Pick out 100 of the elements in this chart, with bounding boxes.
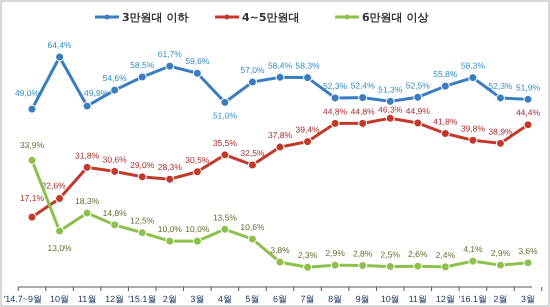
legend-label: 6만원대 이상 xyxy=(362,11,428,24)
data-label: 13,0% xyxy=(48,242,72,253)
point xyxy=(192,167,202,176)
data-label: 52,5% xyxy=(406,80,430,90)
x-tick-label: 3월 xyxy=(190,294,204,304)
x-tick-label: 5월 xyxy=(245,294,260,304)
x-tick-label: 9월 xyxy=(356,294,370,304)
data-label: 12,5% xyxy=(130,216,155,226)
data-label: 57,0% xyxy=(240,65,265,76)
data-label: 2,3% xyxy=(298,250,318,260)
data-label: 10,6% xyxy=(240,222,265,232)
data-label: 52,4% xyxy=(350,80,376,91)
legend-label: 3만원대 이하 xyxy=(122,11,188,24)
x-tick-label: 11월 xyxy=(78,294,96,304)
point xyxy=(413,262,422,271)
data-label: 52,3% xyxy=(323,80,348,91)
data-label: 17,1% xyxy=(20,193,44,204)
data-label: 51,9% xyxy=(516,82,540,92)
data-label: 37,8% xyxy=(268,130,292,140)
data-label: 44,8% xyxy=(323,106,348,116)
point xyxy=(192,68,202,78)
x-tick-label: 2월 xyxy=(162,294,177,304)
point xyxy=(220,98,230,107)
data-label: 2,5% xyxy=(380,250,400,260)
data-label: 33,9% xyxy=(20,140,44,150)
data-label: 30,6% xyxy=(102,154,128,164)
data-label: 18,3% xyxy=(75,196,100,206)
data-label: 49,0% xyxy=(14,88,40,98)
data-label: 2,9% xyxy=(490,248,511,258)
data-label: 28,3% xyxy=(158,162,182,172)
data-label: 32,5% xyxy=(240,148,265,158)
data-label: 59,6% xyxy=(185,56,210,66)
x-tick-label: 12월 xyxy=(436,294,455,304)
point xyxy=(386,114,395,123)
x-tick-label: 2월 xyxy=(493,294,508,304)
data-label: 39,4% xyxy=(296,124,320,135)
point xyxy=(524,94,532,104)
point xyxy=(303,262,312,272)
point xyxy=(468,136,478,145)
point xyxy=(55,226,64,236)
point xyxy=(55,194,64,203)
x-tick-label: 7월 xyxy=(300,294,315,304)
data-label: 31,8% xyxy=(75,150,100,160)
point xyxy=(276,72,284,82)
point xyxy=(386,96,395,106)
data-label: 35,5% xyxy=(212,138,238,148)
data-label: 44,9% xyxy=(406,106,430,116)
data-label: 58,5% xyxy=(130,60,155,70)
point xyxy=(330,118,340,128)
point xyxy=(524,120,532,130)
point xyxy=(303,73,312,82)
point xyxy=(110,166,120,176)
data-label: 30,5% xyxy=(185,154,210,165)
data-label: 58,3% xyxy=(460,60,486,71)
point xyxy=(440,262,450,272)
data-label: 39,8% xyxy=(460,123,486,134)
point xyxy=(110,86,120,95)
data-label: 54,6% xyxy=(102,73,128,84)
data-label: 2,4% xyxy=(436,250,456,260)
point xyxy=(496,138,505,148)
point xyxy=(165,236,174,246)
point xyxy=(303,137,312,146)
point xyxy=(248,78,257,87)
point xyxy=(496,260,505,270)
data-label: 3,8% xyxy=(270,245,290,256)
point xyxy=(440,82,450,91)
data-label: 55,8% xyxy=(433,69,458,80)
x-tick-label: 6월 xyxy=(272,294,288,304)
data-label: 52,3% xyxy=(488,80,513,91)
point xyxy=(413,92,422,102)
legend-label: 4~5만원대 xyxy=(242,11,300,24)
data-label: 3,6% xyxy=(518,246,538,256)
point xyxy=(138,228,147,238)
x-tick-label: '15.1월 xyxy=(128,294,156,304)
point xyxy=(192,236,202,246)
point xyxy=(276,258,284,267)
point xyxy=(248,234,257,244)
point xyxy=(220,150,230,160)
point xyxy=(82,162,92,172)
data-label: 2,8% xyxy=(352,248,373,259)
point xyxy=(330,260,340,270)
data-label: 49,9% xyxy=(84,88,109,98)
point xyxy=(28,156,36,165)
point xyxy=(330,93,340,102)
data-label: 58,4% xyxy=(268,60,292,70)
point xyxy=(82,102,92,111)
data-label: 14,8% xyxy=(102,208,128,218)
data-label: 29,0% xyxy=(130,160,155,170)
data-label: 10,0% xyxy=(158,224,182,234)
point xyxy=(110,220,120,230)
data-label: 51,0% xyxy=(212,110,238,120)
x-tick-label: 10월 xyxy=(50,294,70,304)
point xyxy=(358,118,368,128)
point xyxy=(220,224,230,234)
data-label: 41,8% xyxy=(433,116,458,127)
data-label: 10,0% xyxy=(185,224,210,234)
point xyxy=(28,104,36,114)
data-label: 61,7% xyxy=(158,49,182,60)
x-tick-label: 12월 xyxy=(105,294,124,304)
point xyxy=(358,93,368,102)
